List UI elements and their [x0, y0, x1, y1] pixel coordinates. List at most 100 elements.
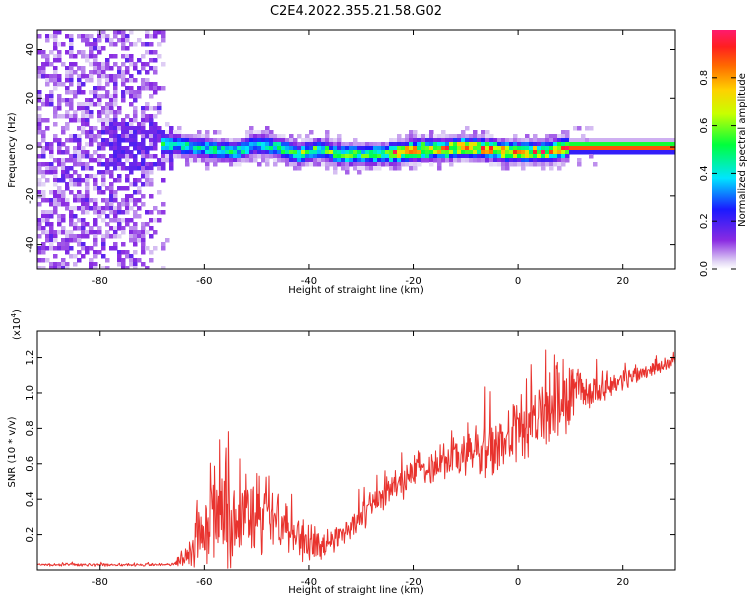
spectrogram-cell	[113, 98, 118, 103]
spectrogram-cell	[69, 90, 74, 95]
spectrogram-cell	[69, 222, 74, 227]
spectrogram-cell	[265, 162, 270, 167]
y-tick-label: 1.0	[25, 385, 36, 401]
spectrogram-cell	[397, 142, 402, 147]
spectrogram-cell	[253, 150, 258, 155]
spectrogram-cell	[501, 158, 506, 163]
spectrogram-cell	[441, 158, 446, 163]
spectrogram-cell	[109, 74, 114, 79]
spectrogram-cell	[173, 130, 178, 135]
spectrogram-cell	[253, 142, 258, 147]
spectrogram-cell	[421, 158, 426, 163]
spectrogram-cell	[149, 194, 154, 199]
spectrogram-cell	[93, 198, 98, 203]
spectrogram-cell	[165, 138, 170, 143]
spectrogram-cell	[93, 38, 98, 43]
spectrogram-cell	[169, 130, 174, 135]
spectrogram-cell	[125, 66, 130, 71]
spectrogram-cell	[153, 246, 158, 251]
spectrogram-cell	[297, 134, 302, 139]
spectrogram-cell	[481, 154, 486, 159]
spectrogram-cell	[137, 58, 142, 63]
spectrogram-cell	[57, 30, 62, 35]
spectrogram-cell	[177, 130, 182, 135]
spectrogram-cell	[129, 230, 134, 235]
spectrogram-cell	[101, 30, 106, 35]
spectrogram-cell	[109, 154, 114, 159]
spectrogram-cell	[293, 150, 298, 155]
spectrogram-cell	[433, 142, 438, 147]
spectrogram-cell	[557, 158, 562, 163]
spectrogram-cell	[153, 86, 158, 91]
spectrogram-cell	[41, 102, 46, 107]
spectrogram-cell	[49, 62, 54, 67]
spectrogram-cell	[529, 150, 534, 155]
spectrogram-cell	[117, 146, 122, 151]
spectrogram-cell	[93, 242, 98, 247]
spectrogram-cell	[117, 254, 122, 259]
spectrogram-cell	[453, 150, 458, 155]
spectrogram-cell	[105, 166, 110, 171]
spectrogram-cell	[117, 210, 122, 215]
spectrogram-cell	[69, 154, 74, 159]
spectrogram-cell	[53, 174, 58, 179]
spectrogram-cell	[89, 62, 94, 67]
spectrogram-cell	[37, 190, 42, 195]
spectrogram-cell	[141, 222, 146, 227]
spectrogram-cell	[149, 66, 154, 71]
spectrogram-cell	[161, 86, 166, 91]
spectrogram-cell	[477, 154, 482, 159]
spectrogram-cell	[209, 142, 214, 147]
spectrogram-cell	[89, 42, 94, 47]
spectrogram-cell	[493, 154, 498, 159]
spectrogram-cell	[65, 122, 70, 127]
spectrogram-cell	[161, 62, 166, 67]
spectrogram-cell	[77, 150, 82, 155]
spectrogram-cell	[481, 150, 486, 155]
spectrogram-cell	[101, 242, 106, 247]
spectrogram-cell	[89, 138, 94, 143]
spectrogram-cell	[137, 142, 142, 147]
spectrogram-cell	[49, 102, 54, 107]
spectrogram-cell	[345, 150, 350, 155]
spectrogram-cell	[37, 130, 42, 135]
spectrogram-cell	[53, 202, 58, 207]
spectrogram-frame	[36, 29, 676, 270]
spectrogram-cell	[109, 122, 114, 127]
spectrogram-cell	[249, 138, 254, 143]
spectrogram-cell	[517, 158, 522, 163]
spectrogram-cell	[133, 66, 138, 71]
spectrogram-cell	[441, 154, 446, 159]
spectrogram-cell	[445, 134, 450, 139]
spectrogram-cell	[561, 150, 566, 155]
spectrogram-cell	[73, 90, 78, 95]
spectrogram-cell	[97, 102, 102, 107]
spectrogram-cell	[433, 134, 438, 139]
spectrogram-cell	[409, 134, 414, 139]
spectrogram-cell	[157, 110, 162, 115]
spectrogram-cell	[365, 146, 370, 151]
spectrogram-cell	[81, 74, 86, 79]
spectrogram-cell	[133, 134, 138, 139]
spectrogram-cell	[357, 166, 362, 171]
spectrogram-cell	[113, 114, 118, 119]
spectrogram-cell	[101, 174, 106, 179]
spectrogram-cell	[113, 154, 118, 159]
spectrogram-cell	[113, 162, 118, 167]
spectrogram-cell	[285, 146, 290, 151]
spectrogram-cell	[257, 146, 262, 151]
spectrogram-cell	[77, 106, 82, 111]
snr-y-scale-base: (x10	[12, 317, 23, 340]
spectrogram-cell	[117, 202, 122, 207]
spectrogram-cell	[69, 66, 74, 71]
spectrogram-cell	[325, 138, 330, 143]
spectrogram-cell	[325, 150, 330, 155]
spectrogram-cell	[105, 130, 110, 135]
spectrogram-cell	[469, 146, 474, 151]
spectrogram-cell	[321, 138, 326, 143]
spectrogram-cell	[109, 106, 114, 111]
spectrogram-cell	[169, 166, 174, 171]
spectrogram-cell	[341, 154, 346, 159]
spectrogram-cell	[105, 138, 110, 143]
spectrogram-cell	[105, 94, 110, 99]
